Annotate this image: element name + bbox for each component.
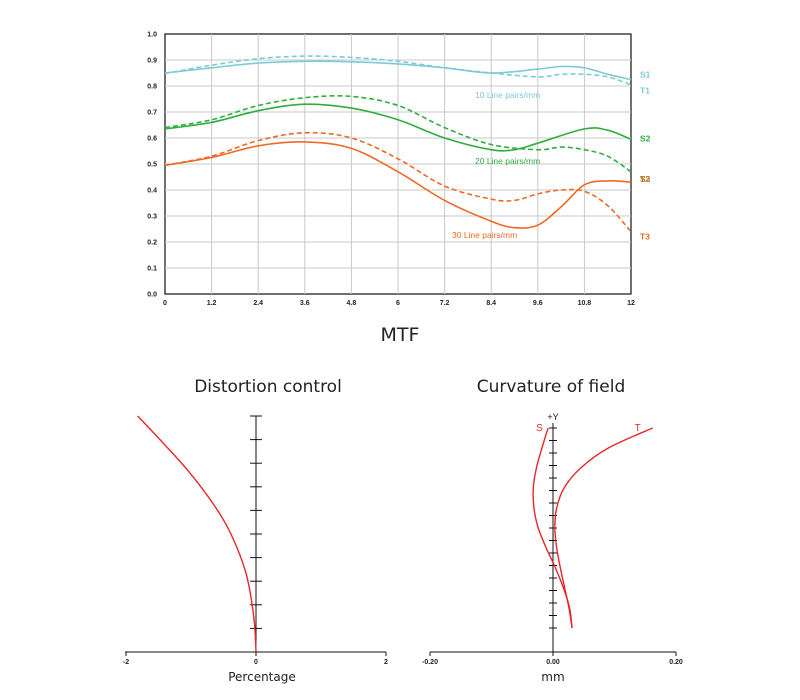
- mtf-series-label-t2: T2: [640, 174, 650, 184]
- curvature-y-label: +Y: [547, 412, 558, 422]
- curvature-series-label-t: T: [635, 423, 641, 434]
- mtf-title: MTF: [381, 324, 420, 346]
- curvature-series-label-s: S: [536, 423, 543, 434]
- distortion-x-ticks: -2 0 2: [123, 652, 388, 666]
- mtf-x-tick-label: 4.8: [347, 300, 357, 307]
- mtf-x-tick-label: 8.4: [486, 300, 496, 307]
- curvature-series: [532, 427, 653, 629]
- mtf-series-label-s2: S2: [640, 133, 651, 143]
- distortion-x-label: Percentage: [228, 670, 296, 684]
- mtf-y-tick-label: 0.9: [147, 58, 157, 65]
- distortion-y-ticks: [250, 415, 262, 629]
- mtf-y-tick-label: 0.5: [147, 162, 157, 169]
- mtf-series-line-s3: [164, 141, 632, 229]
- mtf-x-tick-label: 0: [163, 300, 167, 307]
- mtf-series-label-s3: S3: [640, 174, 651, 184]
- curvature-title: Curvature of field: [477, 377, 626, 397]
- distortion-title: Distortion control: [194, 377, 342, 397]
- curvature-x-label: mm: [541, 670, 564, 684]
- mtf-y-tick-label: 0.4: [147, 188, 157, 195]
- distortion-series: [137, 415, 257, 653]
- distortion-x-tick-label: 0: [254, 659, 258, 666]
- mtf-annotation-20lp: 20 Line pairs/mm: [475, 156, 540, 166]
- mtf-y-tick-label: 0.6: [147, 136, 157, 143]
- mtf-x-tick-label: 3.6: [300, 300, 310, 307]
- distortion-chart: Distortion control -2 0 2 Percentage: [123, 377, 388, 684]
- mtf-annotation-30lp: 30 Line pairs/mm: [452, 230, 517, 240]
- curvature-x-ticks: -0.20 0.00 0.20: [422, 652, 683, 666]
- curvature-y-ticks: [549, 427, 557, 629]
- curvature-x-tick-label: -0.20: [422, 659, 438, 666]
- mtf-series-label-t3: T3: [640, 232, 650, 242]
- mtf-y-tick-label: 0.2: [147, 240, 157, 247]
- mtf-annotation-10lp: 10 Line pairs/mm: [475, 90, 540, 100]
- mtf-series-label-s1: S1: [640, 70, 651, 80]
- mtf-series-line-t2: [164, 95, 632, 173]
- mtf-x-tick-label: 9.6: [533, 300, 543, 307]
- mtf-series-label-t1: T1: [640, 86, 650, 96]
- distortion-x-tick-label: -2: [123, 659, 129, 666]
- mtf-x-tick-label: 6: [396, 300, 400, 307]
- curvature-x-tick-label: 0.00: [546, 659, 560, 666]
- mtf-series: [164, 55, 632, 233]
- curvature-x-tick-label: 0.20: [669, 659, 683, 666]
- mtf-series-line-s2: [164, 103, 632, 152]
- mtf-x-tick-label: 1.2: [207, 300, 217, 307]
- curvature-curve-t: [554, 427, 653, 629]
- mtf-chart: 0 1.2 2.4 3.6 4.8 6 7.2 8.4 9.6 10.8 12 0.00.10.20…: [147, 32, 650, 347]
- mtf-y-tick-label: 0.7: [147, 110, 157, 117]
- mtf-x-tick-label: 12: [627, 300, 635, 307]
- distortion-curve: [137, 415, 257, 653]
- mtf-x-tick-label: 2.4: [253, 300, 263, 307]
- mtf-series-line-t1: [164, 55, 632, 86]
- mtf-y-tick-label: 0.3: [147, 214, 157, 221]
- mtf-y-tick-label: 0.8: [147, 84, 157, 91]
- mtf-y-ticks: 0.0 0.1 0.2 0.3 0.4 0.5 0.6 0.7 0.8 0.9 1.0: [147, 32, 157, 299]
- mtf-series-line-t3: [164, 131, 632, 233]
- mtf-y-tick-label: 1.0: [147, 32, 157, 39]
- mtf-x-tick-label: 7.2: [440, 300, 450, 307]
- mtf-y-tick-label: 0.1: [147, 266, 157, 273]
- mtf-grid: [165, 34, 631, 294]
- mtf-x-ticks: 0 1.2 2.4 3.6 4.8 6 7.2 8.4 9.6 10.8 12: [163, 300, 635, 307]
- distortion-x-tick-label: 2: [384, 659, 388, 666]
- mtf-y-tick-label: 0.0: [147, 292, 157, 299]
- mtf-x-tick-label: 10.8: [578, 300, 592, 307]
